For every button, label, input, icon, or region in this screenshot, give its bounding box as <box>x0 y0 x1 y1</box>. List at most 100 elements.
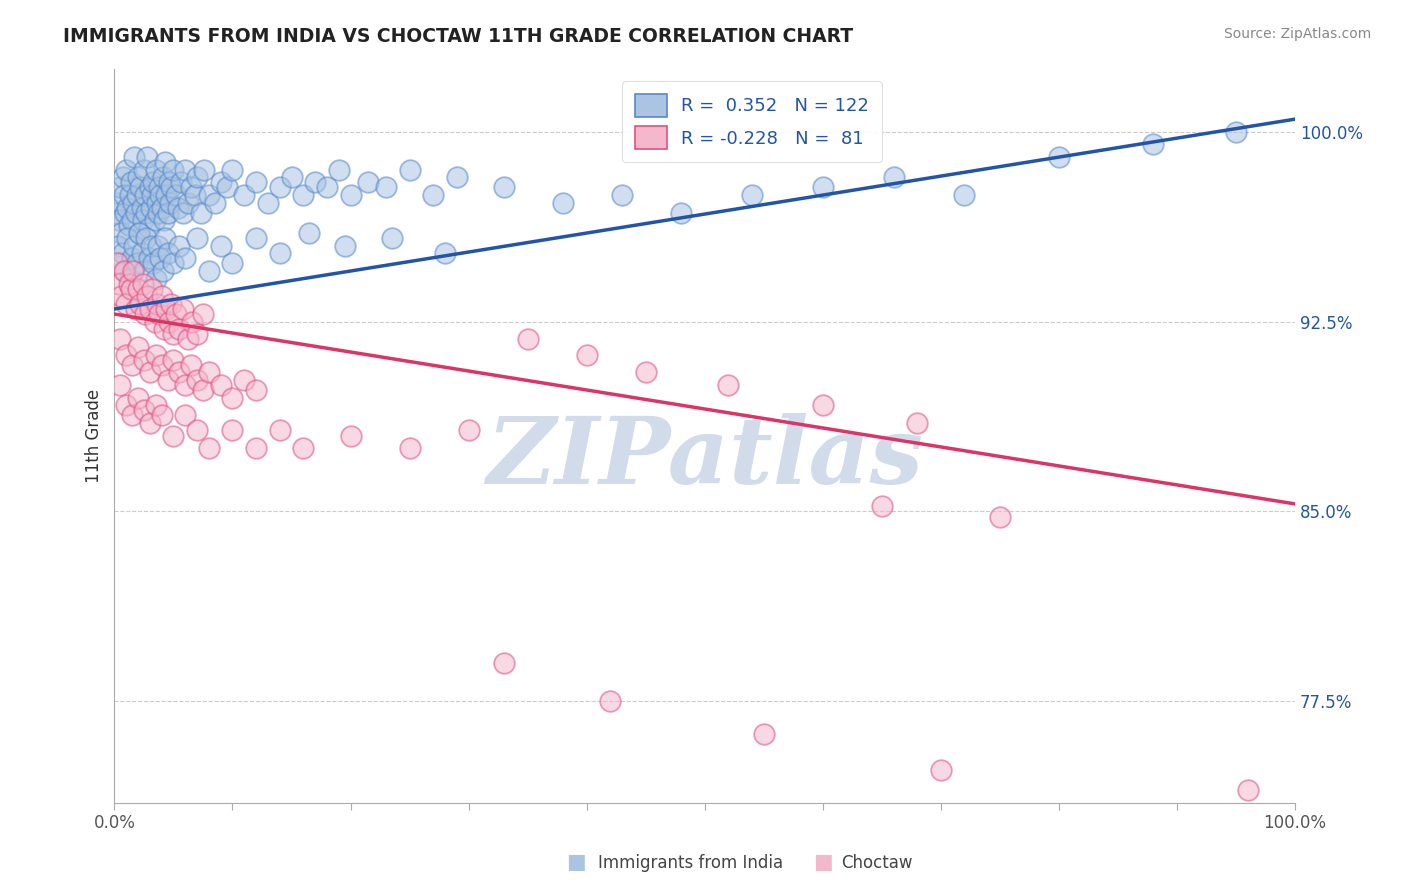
Point <box>129 180 152 194</box>
Point <box>132 403 155 417</box>
Point <box>155 188 177 202</box>
Point <box>142 256 165 270</box>
Point <box>120 176 142 190</box>
Point <box>153 155 176 169</box>
Point <box>198 188 221 202</box>
Point <box>152 170 174 185</box>
Point <box>209 378 232 392</box>
Point <box>132 277 155 291</box>
Point <box>152 264 174 278</box>
Point <box>457 424 479 438</box>
Point <box>115 347 138 361</box>
Point <box>269 246 291 260</box>
Point <box>118 271 141 285</box>
Point <box>172 301 194 316</box>
Point <box>174 378 197 392</box>
Point <box>146 195 169 210</box>
Point <box>160 297 183 311</box>
Point <box>145 398 167 412</box>
Point <box>150 409 173 423</box>
Point <box>165 307 187 321</box>
Point <box>191 383 214 397</box>
Point <box>159 195 181 210</box>
Point <box>121 252 143 266</box>
Point <box>883 170 905 185</box>
Point <box>143 315 166 329</box>
Point <box>167 201 190 215</box>
Point <box>162 428 184 442</box>
Point <box>146 238 169 252</box>
Point <box>905 416 928 430</box>
Point <box>328 162 350 177</box>
Point <box>183 188 205 202</box>
Point <box>110 256 132 270</box>
Point <box>150 289 173 303</box>
Point <box>120 282 142 296</box>
Point <box>139 180 162 194</box>
Point <box>245 383 267 397</box>
Point <box>381 231 404 245</box>
Point <box>125 188 148 202</box>
Point <box>135 206 157 220</box>
Point <box>176 332 198 346</box>
Point <box>132 162 155 177</box>
Point <box>245 176 267 190</box>
Point <box>121 409 143 423</box>
Point <box>148 180 170 194</box>
Point <box>141 282 163 296</box>
Point <box>117 231 139 245</box>
Point <box>186 231 208 245</box>
Point <box>162 256 184 270</box>
Point <box>111 246 134 260</box>
Point <box>169 176 191 190</box>
Point <box>108 213 131 227</box>
Point <box>929 763 952 777</box>
Point <box>433 246 456 260</box>
Point <box>209 176 232 190</box>
Point <box>156 246 179 260</box>
Point <box>132 264 155 278</box>
Point <box>146 297 169 311</box>
Point <box>107 238 129 252</box>
Point <box>153 213 176 227</box>
Point <box>127 282 149 296</box>
Point <box>153 231 176 245</box>
Point <box>124 150 146 164</box>
Point <box>131 201 153 215</box>
Point <box>122 264 145 278</box>
Point <box>193 162 215 177</box>
Point <box>333 238 356 252</box>
Point <box>157 176 180 190</box>
Point <box>174 162 197 177</box>
Point <box>157 315 180 329</box>
Point <box>280 170 302 185</box>
Point <box>145 271 167 285</box>
Point <box>398 441 420 455</box>
Point <box>149 188 172 202</box>
Point <box>127 340 149 354</box>
Point <box>422 188 444 202</box>
Point <box>105 206 128 220</box>
Point <box>124 301 146 316</box>
Point <box>105 256 128 270</box>
Point <box>114 206 136 220</box>
Point <box>169 365 191 379</box>
Point <box>610 188 633 202</box>
Point <box>135 231 157 245</box>
Point <box>186 424 208 438</box>
Point <box>245 441 267 455</box>
Point <box>139 301 162 316</box>
Point <box>110 226 132 240</box>
Point <box>114 264 136 278</box>
Point <box>575 347 598 361</box>
Point <box>191 307 214 321</box>
Point <box>115 297 138 311</box>
Point <box>209 238 232 252</box>
Point <box>156 373 179 387</box>
Point <box>717 378 740 392</box>
Point <box>221 424 243 438</box>
Point <box>124 238 146 252</box>
Point <box>162 162 184 177</box>
Point <box>492 180 515 194</box>
Point <box>269 424 291 438</box>
